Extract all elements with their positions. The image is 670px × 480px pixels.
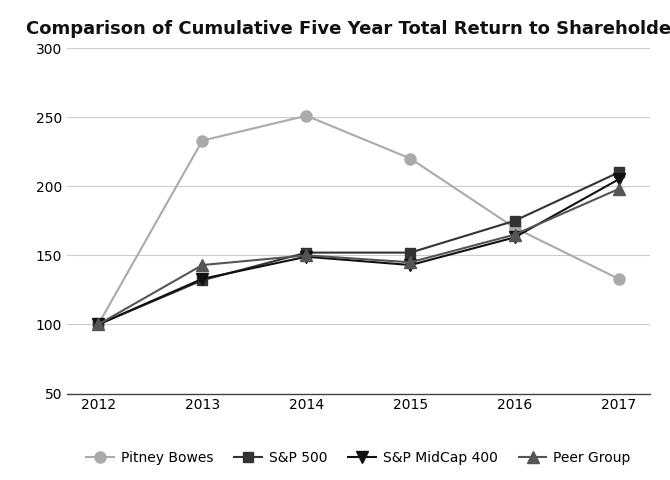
S&P 500 <box>302 250 310 255</box>
Pitney Bowes <box>94 322 103 327</box>
Title: Comparison of Cumulative Five Year Total Return to Shareholders: Comparison of Cumulative Five Year Total… <box>26 20 670 38</box>
Legend: Pitney Bowes, S&P 500, S&P MidCap 400, Peer Group: Pitney Bowes, S&P 500, S&P MidCap 400, P… <box>80 445 636 470</box>
S&P MidCap 400 <box>614 177 622 182</box>
Line: Peer Group: Peer Group <box>92 183 624 330</box>
Peer Group <box>407 259 415 265</box>
Pitney Bowes <box>511 225 519 230</box>
Line: S&P MidCap 400: S&P MidCap 400 <box>92 174 624 330</box>
S&P MidCap 400 <box>511 235 519 240</box>
Peer Group <box>198 262 206 268</box>
S&P 500 <box>614 169 622 175</box>
Line: Pitney Bowes: Pitney Bowes <box>92 110 624 330</box>
S&P MidCap 400 <box>302 254 310 260</box>
S&P MidCap 400 <box>407 262 415 268</box>
S&P 500 <box>511 218 519 224</box>
Pitney Bowes <box>614 276 622 282</box>
S&P MidCap 400 <box>94 322 103 327</box>
S&P 500 <box>407 250 415 255</box>
Peer Group <box>614 186 622 192</box>
Peer Group <box>302 252 310 258</box>
Pitney Bowes <box>302 113 310 119</box>
Pitney Bowes <box>407 156 415 161</box>
Peer Group <box>94 322 103 327</box>
Line: S&P 500: S&P 500 <box>93 168 624 329</box>
Pitney Bowes <box>198 138 206 144</box>
Peer Group <box>511 232 519 238</box>
S&P 500 <box>198 277 206 283</box>
S&P 500 <box>94 322 103 327</box>
S&P MidCap 400 <box>198 276 206 282</box>
